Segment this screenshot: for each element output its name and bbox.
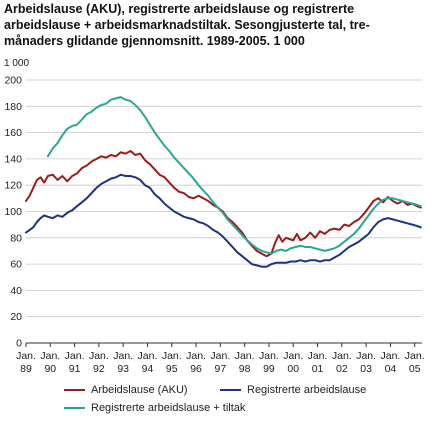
x-tick-label-year: 98 bbox=[239, 363, 251, 375]
legend-label-registrerte: Registrerte arbeidslause bbox=[247, 384, 367, 396]
x-tick-label-month: Jan. bbox=[405, 350, 425, 362]
y-tick-label: 180 bbox=[4, 101, 22, 113]
legend-swatch-tiltak bbox=[64, 406, 85, 410]
x-tick-label-month: Jan. bbox=[380, 350, 400, 362]
y-tick-label: 20 bbox=[10, 311, 22, 323]
legend-item-aku: Arbeidslause (AKU) bbox=[64, 383, 188, 397]
x-tick-label-year: 94 bbox=[142, 363, 154, 375]
x-tick-label-month: Jan. bbox=[16, 350, 36, 362]
y-axis-unit-label: 1 000 bbox=[4, 58, 30, 69]
legend-swatch-aku bbox=[64, 388, 85, 392]
series-line-tiltak bbox=[46, 96, 422, 255]
legend-swatch-registrerte bbox=[220, 388, 241, 392]
x-tick-label-month: Jan. bbox=[113, 350, 133, 362]
x-tick-label-year: 02 bbox=[336, 363, 348, 375]
legend-item-tiltak: Registrerte arbeidslause + tiltak bbox=[64, 401, 245, 415]
x-tick-label-year: 03 bbox=[360, 363, 372, 375]
y-tick-label: 40 bbox=[10, 285, 22, 297]
x-tick-label-month: Jan. bbox=[162, 350, 182, 362]
y-tick-label: 160 bbox=[4, 127, 22, 139]
x-tick-label-month: Jan. bbox=[40, 350, 60, 362]
y-tick-label: 0 bbox=[16, 338, 22, 350]
y-tick-label: 140 bbox=[4, 153, 22, 165]
x-tick-label-year: 05 bbox=[409, 363, 421, 375]
y-tick-label: 200 bbox=[4, 75, 22, 87]
x-tick-label-month: Jan. bbox=[89, 350, 109, 362]
y-tick-label: 120 bbox=[4, 180, 22, 192]
legend-item-registrerte: Registrerte arbeidslause bbox=[220, 383, 366, 397]
x-tick-label-month: Jan. bbox=[259, 350, 279, 362]
x-tick-label-year: 99 bbox=[263, 363, 275, 375]
x-tick-label-year: 01 bbox=[312, 363, 324, 375]
x-tick-label-year: 96 bbox=[190, 363, 202, 375]
x-tick-label-month: Jan. bbox=[235, 350, 255, 362]
x-tick-label-year: 97 bbox=[215, 363, 227, 375]
x-tick-label-month: Jan. bbox=[210, 350, 230, 362]
x-tick-label-year: 04 bbox=[385, 363, 397, 375]
x-tick-label-year: 95 bbox=[166, 363, 178, 375]
x-tick-label-month: Jan. bbox=[283, 350, 303, 362]
x-tick-label-year: 90 bbox=[44, 363, 56, 375]
y-tick-label: 100 bbox=[4, 206, 22, 218]
x-tick-label-month: Jan. bbox=[138, 350, 158, 362]
y-tick-label: 80 bbox=[10, 232, 22, 244]
x-tick-label-month: Jan. bbox=[65, 350, 85, 362]
x-tick-label-month: Jan. bbox=[308, 350, 328, 362]
x-tick-label-month: Jan. bbox=[186, 350, 206, 362]
chart-title: Arbeidslause (AKU), registrerte arbeidsl… bbox=[4, 2, 370, 48]
x-tick-label-year: 92 bbox=[93, 363, 105, 375]
x-tick-label-year: 91 bbox=[69, 363, 81, 375]
legend-label-tiltak: Registrerte arbeidslause + tiltak bbox=[91, 402, 246, 414]
x-tick-label-year: 00 bbox=[287, 363, 299, 375]
legend-label-aku: Arbeidslause (AKU) bbox=[91, 384, 188, 396]
x-tick-label-year: 89 bbox=[20, 363, 32, 375]
x-tick-label-year: 93 bbox=[117, 363, 129, 375]
y-tick-label: 60 bbox=[10, 259, 22, 271]
x-tick-label-month: Jan. bbox=[332, 350, 352, 362]
chart-legend: Arbeidslause (AKU) Registrerte arbeidsla… bbox=[0, 382, 428, 418]
x-tick-label-month: Jan. bbox=[356, 350, 376, 362]
series-line-registrerte bbox=[25, 173, 422, 268]
